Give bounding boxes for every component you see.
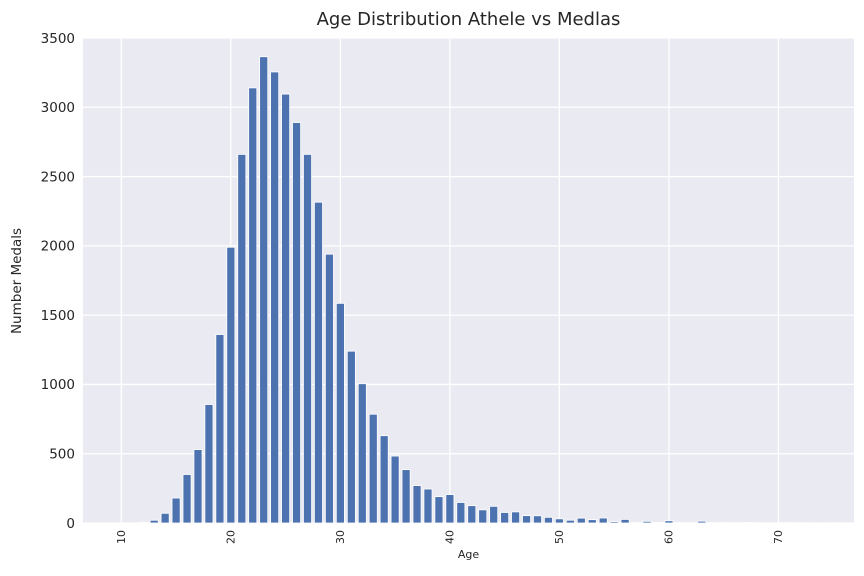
bar-age-38 (423, 488, 433, 524)
bar-age-44 (489, 505, 499, 524)
bar-age-56 (620, 519, 630, 524)
bar-age-34 (379, 435, 389, 524)
bar-age-52 (576, 517, 586, 524)
bar-age-43 (478, 509, 488, 524)
bar-age-39 (434, 496, 444, 524)
y-axis-label: Number Medals (9, 228, 25, 334)
y-tick-label: 1000 (41, 377, 75, 393)
y-axis-tick-labels: 0 500 1000 1500 2000 2500 3000 3500 (41, 31, 75, 532)
x-tick-label: 50 (553, 530, 566, 544)
chart-title: Age Distribution Athele vs Medlas (317, 9, 621, 30)
bar-age-13 (149, 519, 159, 524)
y-tick-label: 500 (49, 447, 75, 463)
y-tick-label: 3500 (41, 31, 75, 47)
bar-age-35 (390, 455, 400, 524)
bar-age-30 (335, 302, 345, 524)
x-tick-label: 20 (225, 530, 238, 544)
bar-age-25 (281, 93, 291, 524)
bar-age-16 (182, 474, 192, 524)
bar-age-51 (565, 519, 575, 524)
x-tick-label: 30 (334, 530, 347, 544)
bar-age-15 (171, 497, 181, 524)
bar-age-41 (456, 502, 466, 524)
bar-age-60 (664, 520, 674, 524)
bar-age-27 (303, 153, 312, 524)
bar-age-23 (259, 56, 269, 524)
bar-age-20 (226, 246, 236, 524)
bar-age-67 (741, 522, 751, 524)
bar-age-49 (544, 516, 553, 524)
bar-age-45 (500, 512, 510, 524)
bar-age-48 (533, 515, 542, 524)
x-axis-tick-labels: 10 20 30 40 50 60 70 (115, 530, 785, 544)
bar-age-50 (554, 518, 564, 524)
bar-age-19 (215, 334, 225, 524)
bar-age-12 (138, 521, 148, 524)
bar-age-29 (324, 253, 334, 524)
bar-age-24 (270, 71, 280, 524)
bar-age-14 (160, 512, 170, 524)
y-tick-label: 0 (66, 516, 75, 532)
x-tick-label: 10 (115, 530, 128, 544)
bar-age-32 (357, 383, 367, 524)
bar-age-28 (314, 201, 323, 524)
bar-age-26 (292, 122, 302, 524)
bar-age-31 (346, 350, 356, 524)
x-tick-label: 70 (772, 530, 785, 544)
bar-age-17 (193, 449, 203, 524)
bar-age-63 (697, 520, 707, 524)
x-tick-label: 40 (444, 530, 457, 544)
bar-age-22 (248, 87, 258, 524)
bar-age-58 (642, 520, 652, 524)
bar-age-18 (204, 404, 214, 524)
bar-age-46 (511, 511, 521, 524)
bar-age-40 (445, 494, 455, 524)
bar-age-47 (522, 515, 531, 524)
bar-series (138, 56, 849, 524)
y-tick-label: 3000 (41, 100, 75, 116)
y-tick-label: 2500 (41, 169, 75, 185)
bar-age-53 (587, 519, 597, 524)
bar-age-33 (368, 413, 378, 524)
bar-age-36 (401, 469, 411, 524)
bar-age-42 (467, 505, 477, 524)
bar-age-37 (412, 485, 422, 524)
x-tick-label: 60 (663, 530, 676, 544)
y-tick-label: 2000 (41, 239, 75, 255)
bar-age-54 (598, 517, 608, 524)
y-tick-label: 1500 (41, 308, 75, 324)
bar-age-21 (237, 153, 247, 524)
bar-age-59 (653, 522, 663, 524)
bar-age-55 (609, 521, 619, 524)
x-axis-label: Age (458, 548, 480, 561)
